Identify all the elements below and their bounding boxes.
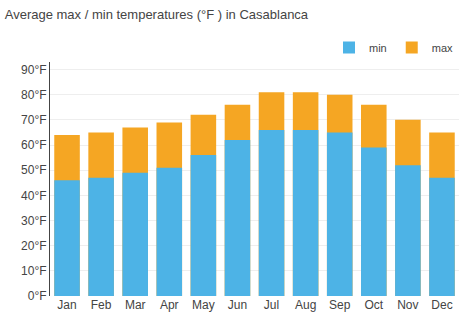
svg-text:May: May [192,298,215,312]
svg-text:max: max [432,42,453,54]
svg-text:70°F: 70°F [21,113,46,127]
svg-text:90°F: 90°F [21,63,46,77]
svg-text:Mar: Mar [125,298,146,312]
svg-text:20°F: 20°F [21,239,46,253]
svg-text:Jun: Jun [228,298,247,312]
svg-text:Feb: Feb [91,298,112,312]
svg-text:Nov: Nov [397,298,418,312]
svg-text:Oct: Oct [364,298,383,312]
svg-text:60°F: 60°F [21,138,46,152]
svg-text:50°F: 50°F [21,163,46,177]
svg-text:80°F: 80°F [21,88,46,102]
svg-text:min: min [369,42,387,54]
svg-text:Apr: Apr [160,298,179,312]
svg-text:30°F: 30°F [21,214,46,228]
svg-text:Dec: Dec [431,298,452,312]
svg-text:Jan: Jan [57,298,76,312]
svg-text:Average max / min temperatures: Average max / min temperatures (°F ) in … [5,7,309,22]
svg-text:Jul: Jul [264,298,279,312]
svg-text:0°F: 0°F [28,289,47,303]
svg-text:40°F: 40°F [21,189,46,203]
svg-text:Aug: Aug [295,298,316,312]
svg-text:10°F: 10°F [21,264,46,278]
svg-text:Sep: Sep [329,298,351,312]
